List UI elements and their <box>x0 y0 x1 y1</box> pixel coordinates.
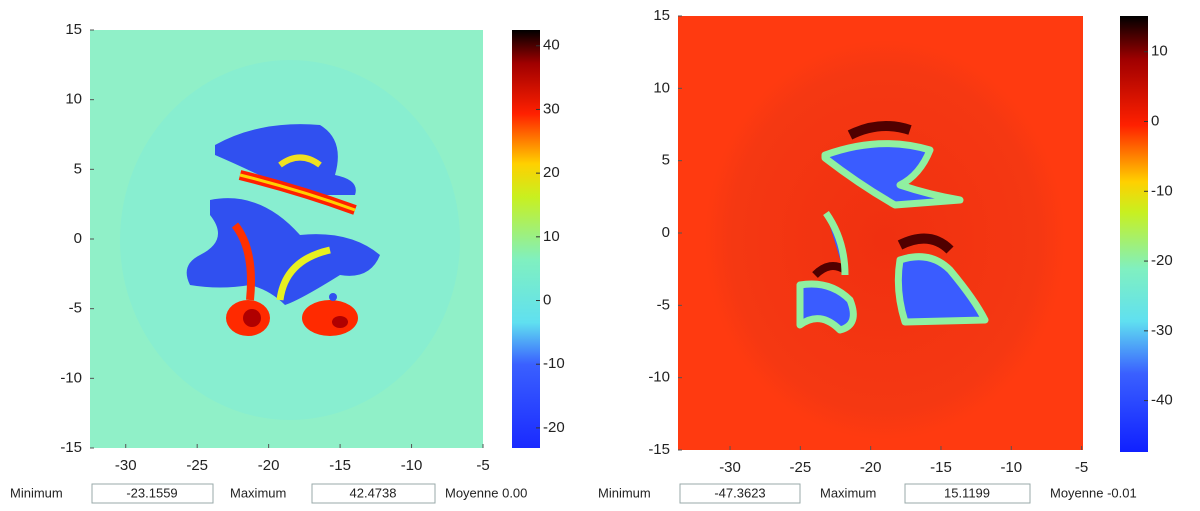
y-tick-label: -5 <box>657 296 670 313</box>
colorbar <box>1120 16 1148 452</box>
y-tick-label: -10 <box>60 369 82 386</box>
colorbar-tick-label: 0 <box>1151 112 1159 129</box>
colorbar-tick-label: -30 <box>1151 322 1173 339</box>
colorbar-tick-label: -20 <box>1151 252 1173 269</box>
y-tick-label: 10 <box>65 91 82 108</box>
stat-min-label: Minimum <box>10 485 63 500</box>
y-tick-label: -15 <box>60 439 82 456</box>
colorbar-tick-label: -20 <box>543 419 565 436</box>
colorbar <box>512 30 540 448</box>
stat-min-label: Minimum <box>598 485 651 500</box>
x-tick-label: -30 <box>115 457 137 474</box>
stat-max-label: Maximum <box>820 485 876 500</box>
x-tick-label: -30 <box>719 459 741 476</box>
y-tick-label: 15 <box>653 7 670 24</box>
colorbar-tick-label: 0 <box>543 291 551 308</box>
text-field[interactable] <box>91 483 214 504</box>
colorbar-tick-label: 30 <box>543 100 560 117</box>
x-tick-label: -10 <box>1000 459 1022 476</box>
colorbar-tick-label: 20 <box>543 164 560 181</box>
x-tick-label: -15 <box>329 457 351 474</box>
x-tick-label: -10 <box>401 457 423 474</box>
y-tick-label: -15 <box>648 441 670 458</box>
y-tick-label: 5 <box>662 152 670 169</box>
heatmap-image <box>90 30 483 448</box>
text-field[interactable] <box>311 483 436 504</box>
text-field[interactable] <box>679 483 801 504</box>
y-tick-label: 10 <box>653 79 670 96</box>
stat-min-value: -23.1559 <box>126 485 177 500</box>
x-tick-label: -5 <box>1075 459 1088 476</box>
stat-max-value: 15.1199 <box>944 485 990 500</box>
x-tick-label: -20 <box>860 459 882 476</box>
x-tick-label: -15 <box>930 459 952 476</box>
x-tick-label: -25 <box>186 457 208 474</box>
x-tick-label: -20 <box>258 457 280 474</box>
y-tick-label: 0 <box>74 230 82 247</box>
y-tick-label: 15 <box>65 21 82 38</box>
x-tick-label: -25 <box>790 459 812 476</box>
stat-max-value: 42.4738 <box>350 485 397 500</box>
stat-max-label: Maximum <box>230 485 286 500</box>
text-field[interactable] <box>904 483 1031 504</box>
y-tick-label: 5 <box>74 160 82 177</box>
y-tick-label: 0 <box>662 224 670 241</box>
colorbar-tick-label: 10 <box>1151 43 1168 60</box>
x-tick-label: -5 <box>476 457 489 474</box>
y-tick-label: -10 <box>648 369 670 386</box>
y-tick-label: -5 <box>69 300 82 317</box>
colorbar-tick-label: 40 <box>543 37 560 54</box>
stat-mean: Moyenne 0.00 <box>445 485 527 500</box>
stat-mean: Moyenne -0.01 <box>1050 485 1137 500</box>
colorbar-tick-label: -40 <box>1151 392 1173 409</box>
heatmap-image <box>678 16 1083 450</box>
colorbar-tick-label: 10 <box>543 228 560 245</box>
colorbar-tick-label: -10 <box>543 355 565 372</box>
stat-min-value: -47.3623 <box>714 485 765 500</box>
colorbar-tick-label: -10 <box>1151 182 1173 199</box>
